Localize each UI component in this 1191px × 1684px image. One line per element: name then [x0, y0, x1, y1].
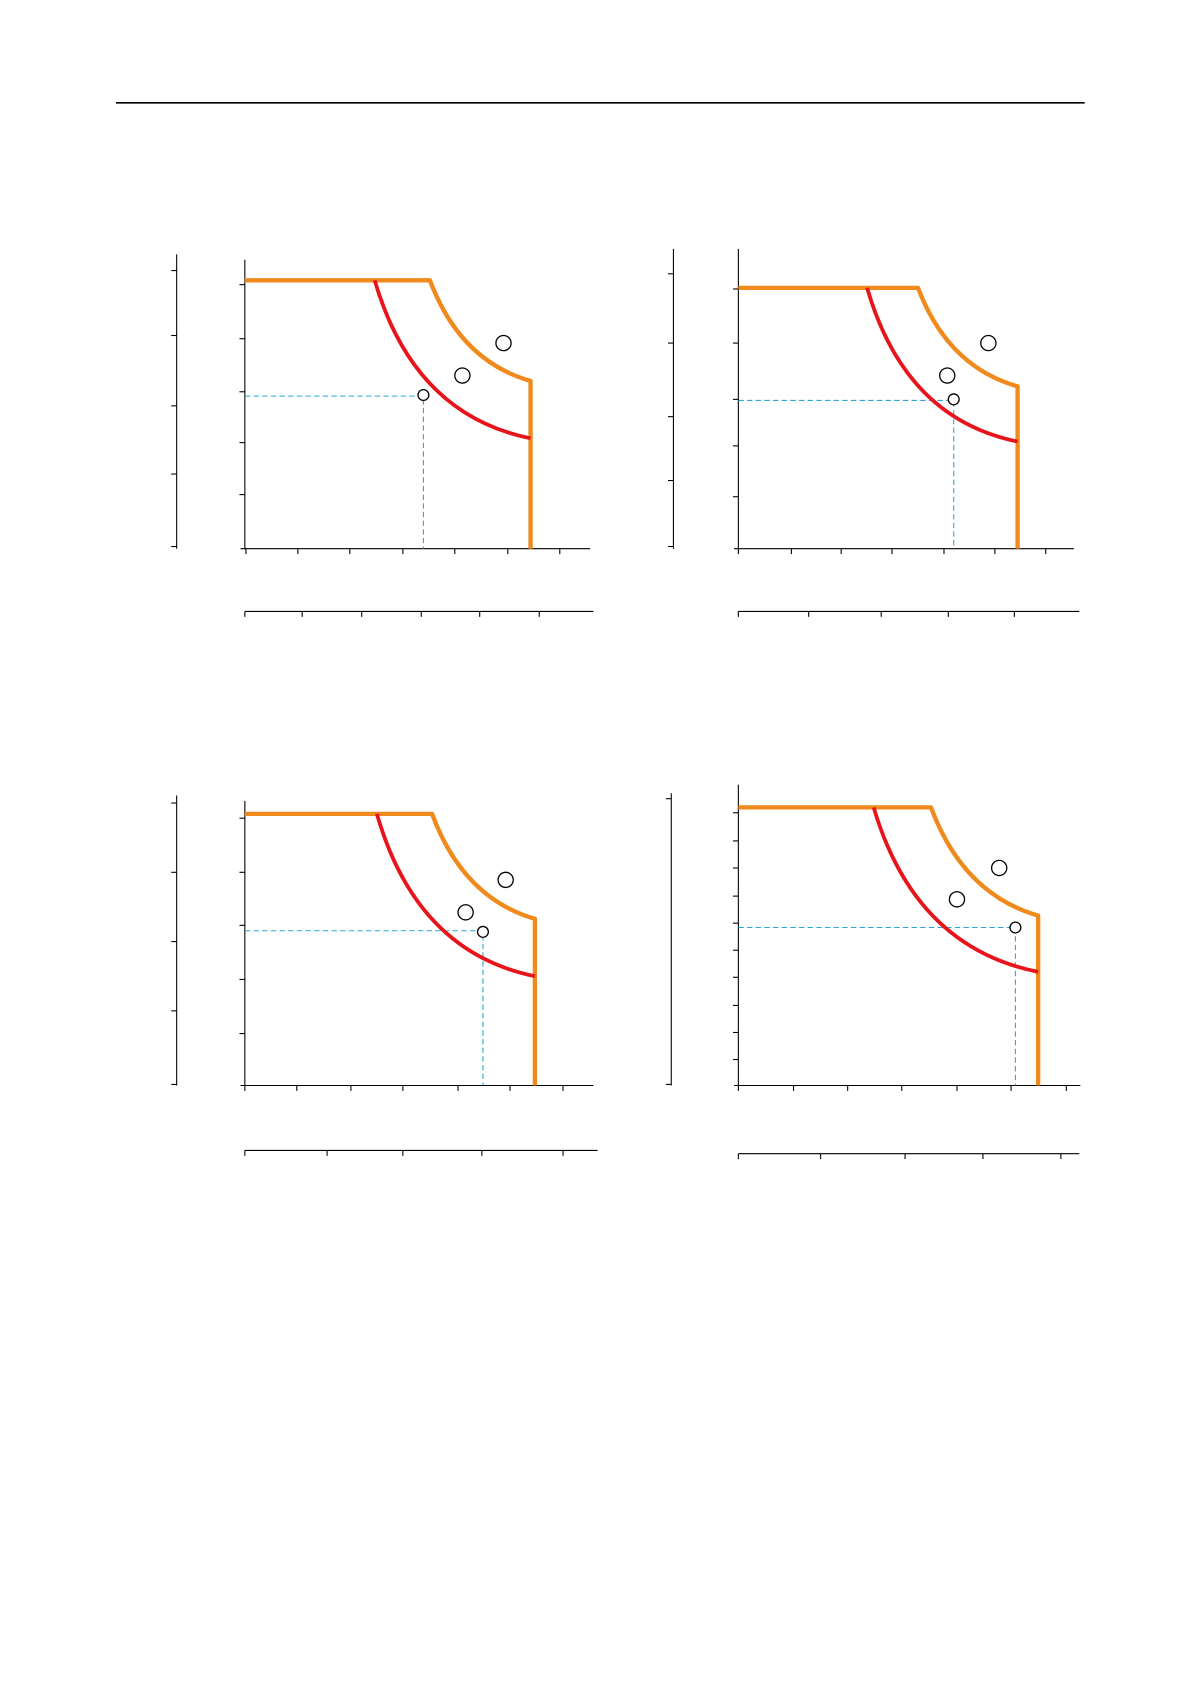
marker-circle	[947, 393, 960, 406]
limit-curve	[871, 806, 1039, 974]
reference-line	[738, 399, 955, 549]
marker-circle	[1009, 921, 1022, 934]
marker-circle	[454, 367, 471, 384]
envelope-curve	[244, 811, 538, 1086]
envelope-curve	[244, 278, 533, 549]
marker-circle	[990, 859, 1008, 877]
marker-circle	[417, 388, 430, 402]
marker-circle	[457, 904, 474, 921]
marker-circle	[939, 367, 956, 384]
limit-curve	[865, 287, 1018, 444]
marker-circle	[948, 891, 966, 908]
limit-curve	[375, 813, 536, 979]
reference-line	[244, 395, 424, 549]
reference-line	[244, 930, 484, 1086]
marker-circle	[980, 334, 997, 352]
envelope-curve	[738, 805, 1041, 1086]
marker-circle	[476, 925, 490, 938]
marker-circle	[497, 871, 514, 889]
marker-circle	[495, 334, 512, 352]
envelope-curve	[738, 285, 1020, 549]
limit-curve	[372, 279, 531, 441]
reference-line	[738, 926, 1016, 1086]
